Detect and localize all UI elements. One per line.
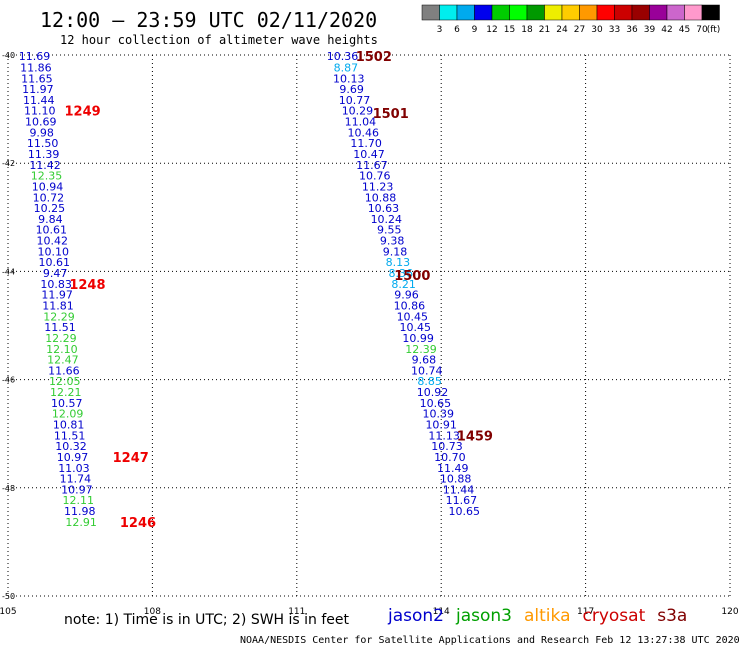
x-tick-label: 120 bbox=[721, 607, 738, 617]
utc-time-label: 1249 bbox=[65, 105, 101, 120]
utc-time-label: 1247 bbox=[113, 451, 149, 466]
y-tick-label: -48 bbox=[2, 484, 15, 493]
swh-value-label: 12.91 bbox=[65, 516, 97, 529]
utc-time-label: 1246 bbox=[120, 516, 156, 531]
satellite-legend: jason2 jason3 altika cryosat s3a bbox=[388, 606, 699, 626]
utc-time-label: 1501 bbox=[373, 107, 409, 122]
legend-item-cryosat: cryosat bbox=[583, 606, 646, 626]
footer-note: note: 1) Time is in UTC; 2) SWH is in fe… bbox=[64, 612, 349, 628]
utc-time-label: 1500 bbox=[394, 269, 430, 284]
credit-line: NOAA/NESDIS Center for Satellite Applica… bbox=[240, 635, 740, 646]
legend-item-jason2: jason2 bbox=[388, 606, 444, 626]
x-tick-label: 105 bbox=[0, 607, 17, 617]
y-tick-label: -50 bbox=[2, 592, 15, 601]
y-tick-label: -42 bbox=[2, 159, 15, 168]
y-tick-label: -44 bbox=[2, 267, 15, 276]
utc-time-label: 1248 bbox=[69, 278, 105, 293]
swh-value-label: 10.65 bbox=[449, 505, 481, 518]
wave-height-map: 105108111114117120-40-42-44-46-48-5011.6… bbox=[0, 0, 740, 620]
utc-time-label: 1459 bbox=[457, 429, 493, 444]
legend-item-s3a: s3a bbox=[657, 606, 687, 626]
y-tick-label: -40 bbox=[2, 51, 15, 60]
altimeter-chart-page: 12:00 – 23:59 UTC 02/11/2020 12 hour col… bbox=[0, 0, 740, 650]
legend-item-altika: altika bbox=[524, 606, 571, 626]
utc-time-label: 1502 bbox=[356, 50, 392, 65]
y-tick-label: -46 bbox=[2, 376, 15, 385]
legend-item-jason3: jason3 bbox=[456, 606, 512, 626]
